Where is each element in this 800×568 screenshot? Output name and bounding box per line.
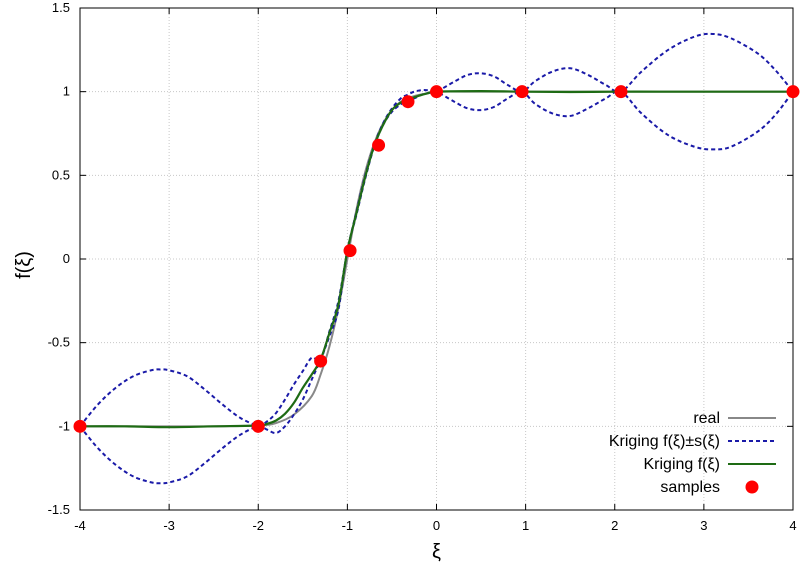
axis-ticks: -4 -3 -2 -1 0 1 2 3 4 -1.5 -1 -0.5 0 0.5 1 1.5 <box>48 0 797 533</box>
series-group <box>80 32 793 485</box>
x-axis-label: ξ <box>432 541 441 563</box>
legend: real Kriging f(ξ)±s(ξ) Kriging f(ξ) samples <box>609 410 776 496</box>
x-tick-label: -3 <box>163 518 175 533</box>
x-tick-label: 1 <box>522 518 529 533</box>
plot-area <box>73 32 800 485</box>
legend-marker-samples <box>745 480 759 494</box>
sample-point <box>430 85 443 99</box>
y-tick-label: 1 <box>63 84 70 99</box>
x-tick-label: 4 <box>789 518 796 533</box>
x-tick-label: 3 <box>700 518 707 533</box>
sample-point <box>343 244 357 258</box>
y-tick-label: 1.5 <box>52 0 70 15</box>
x-tick-label: 2 <box>611 518 618 533</box>
sample-point <box>614 85 628 99</box>
y-tick-label: -1.5 <box>48 502 70 517</box>
legend-label: Kriging f(ξ) <box>643 456 720 473</box>
x-tick-label: -1 <box>342 518 354 533</box>
y-tick-label: -0.5 <box>48 335 70 350</box>
legend-label: real <box>693 410 720 427</box>
legend-label: samples <box>660 479 720 496</box>
sample-point <box>73 419 87 433</box>
sample-point <box>314 354 328 368</box>
y-tick-label: 0 <box>63 251 70 266</box>
sample-point <box>372 138 386 152</box>
series-kriging-mean-line <box>80 90 793 429</box>
y-tick-label: -1 <box>58 418 70 433</box>
sample-point <box>401 95 415 109</box>
x-tick-label: 0 <box>433 518 440 533</box>
x-tick-label: -2 <box>252 518 264 533</box>
x-tick-label: -4 <box>74 518 86 533</box>
y-tick-label: 0.5 <box>52 167 70 182</box>
y-axis-label: f(ξ) <box>13 251 35 279</box>
legend-label: Kriging f(ξ)±s(ξ) <box>609 433 720 450</box>
sample-point <box>515 85 529 99</box>
sample-point <box>786 85 800 99</box>
sample-point <box>251 419 265 433</box>
